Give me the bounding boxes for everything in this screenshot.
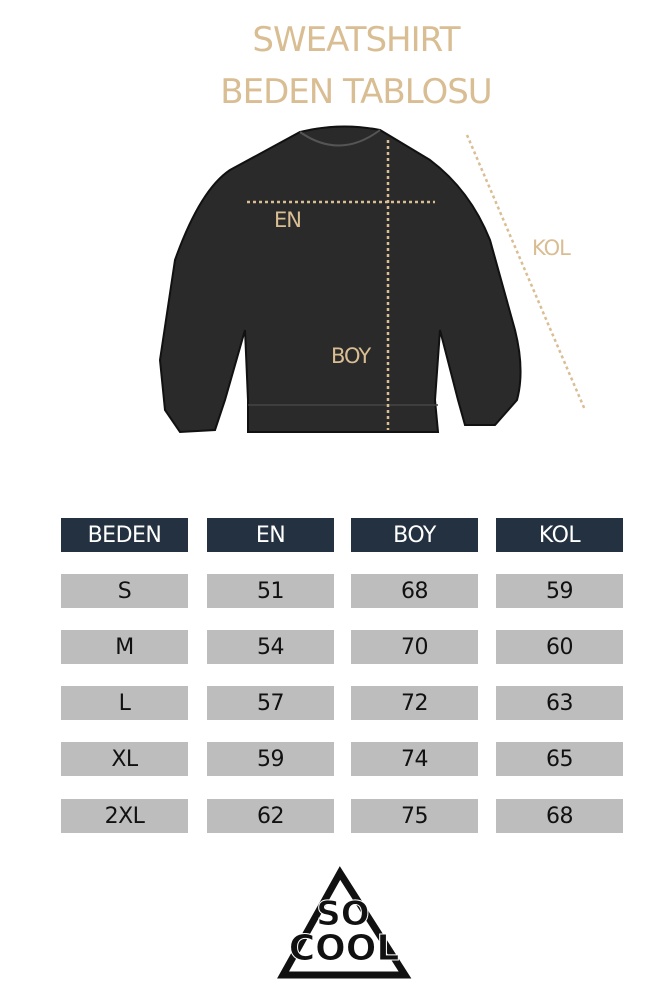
cell-boy: 70 [351,630,478,664]
cell-beden: XL [61,742,188,776]
cell-boy: 74 [351,742,478,776]
cell-boy: 68 [351,574,478,608]
cell-en: 62 [207,799,334,833]
cell-en: 54 [207,630,334,664]
cell-beden: S [61,574,188,608]
header-kol: KOL [496,518,623,552]
cell-kol: 63 [496,686,623,720]
header-beden: BEDEN [61,518,188,552]
header-boy: BOY [351,518,478,552]
title-line-2: BEDEN TABLOSU [220,72,492,112]
cell-kol: 68 [496,799,623,833]
cell-boy: 75 [351,799,478,833]
cell-en: 51 [207,574,334,608]
cell-beden: 2XL [61,799,188,833]
kol-label: KOL [532,236,571,260]
cell-beden: L [61,686,188,720]
cell-kol: 59 [496,574,623,608]
svg-text:COOL: COOL [289,928,400,969]
sweatshirt-illustration [158,125,587,434]
svg-text:SO: SO [316,894,369,934]
cell-kol: 60 [496,630,623,664]
cell-en: 59 [207,742,334,776]
cell-boy: 72 [351,686,478,720]
cell-beden: M [61,630,188,664]
sweatshirt-body [158,125,522,434]
kol-measure-line [465,134,587,411]
cell-kol: 65 [496,742,623,776]
cell-en: 57 [207,686,334,720]
boy-label: BOY [331,344,371,368]
title-line-1: SWEATSHIRT [252,20,460,60]
header-en: EN [207,518,334,552]
en-label: EN [274,208,302,232]
